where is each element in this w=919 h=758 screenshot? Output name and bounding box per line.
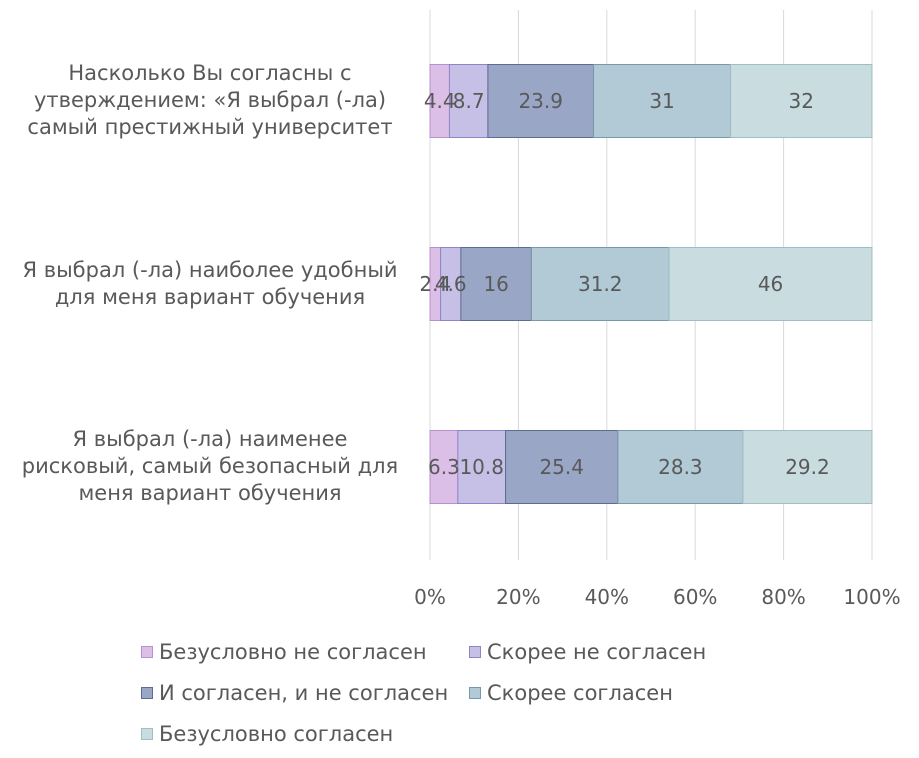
category-label-1-line-2: утверждением: «Я выбрал (-ла) (33, 88, 387, 112)
legend-swatch-4 (469, 687, 481, 699)
bars (429, 64, 873, 504)
data-label-1-4: 31 (649, 89, 674, 113)
legend-item-3: И согласен, и не согласен (141, 681, 448, 705)
data-label-3-1: 6.3 (428, 455, 460, 479)
category-label-1: Насколько Вы согласны с утверждением: «Я… (5, 60, 415, 141)
bar-2-3 (460, 247, 532, 321)
legend-label-1: Безусловно не согласен (159, 640, 427, 664)
x-tick-label-0: 0% (414, 585, 446, 609)
data-label-1-3: 23.9 (518, 89, 563, 113)
legend-label-2: Скорее не согласен (487, 640, 707, 664)
legend-label-3: И согласен, и не согласен (159, 681, 449, 705)
x-tick-label-5: 100% (843, 585, 900, 609)
x-axis-tick-labels: 0% 20% 40% 60% 80% 100% (414, 585, 900, 609)
x-tick-label-4: 80% (761, 585, 805, 609)
x-tick-label-1: 20% (496, 585, 540, 609)
legend-item-4: Скорее согласен (469, 681, 673, 705)
bar-3-1 (429, 430, 459, 504)
legend-swatch-5 (141, 728, 153, 740)
legend-swatch-2 (469, 646, 481, 658)
data-label-2-3: 16 (483, 272, 508, 296)
data-label-1-5: 32 (789, 89, 814, 113)
data-label-2-2: 4.6 (435, 272, 467, 296)
legend-item-2: Скорее не согласен (469, 640, 706, 664)
legend-label-5: Безусловно согласен (159, 722, 394, 746)
bar-3-3 (505, 430, 619, 504)
category-label-3-line-2: рисковый, самый безопасный для (21, 454, 399, 478)
bar-2-4 (530, 247, 670, 321)
legend-swatch-1 (141, 646, 153, 658)
category-label-3: Я выбрал (-ла) наименее рисковый, самый … (5, 426, 415, 507)
category-label-1-line-3: самый престижный университет (27, 115, 393, 139)
data-label-2-5: 46 (758, 272, 783, 296)
bar-3-2 (457, 430, 507, 504)
category-label-2: Я выбрал (-ла) наиболее удобный для меня… (5, 257, 415, 311)
data-label-3-3: 25.4 (539, 455, 584, 479)
x-tick-label-2: 40% (585, 585, 629, 609)
x-tick-label-3: 60% (673, 585, 717, 609)
bar-3-5 (742, 430, 873, 504)
bar-1-4 (593, 64, 732, 138)
data-label-3-2: 10.8 (459, 455, 504, 479)
category-label-2-line-1: Я выбрал (-ла) наиболее удобный (22, 258, 398, 282)
bar-2-5 (668, 247, 873, 321)
legend-label-4: Скорее согласен (487, 681, 673, 705)
category-label-3-line-1: Я выбрал (-ла) наименее (72, 427, 348, 451)
legend-item-5: Безусловно согласен (141, 722, 393, 746)
bar-3-4 (617, 430, 744, 504)
data-label-2-1: 2.4 (419, 272, 451, 296)
data-label-1-1: 4.4 (424, 89, 456, 113)
data-label-3-5: 29.2 (785, 455, 830, 479)
category-label-3-line-3: меня вариант обучения (78, 481, 342, 505)
data-label-1-2: 8.7 (453, 89, 485, 113)
bar-1-5 (730, 64, 873, 138)
legend-swatch-3 (141, 687, 153, 699)
category-label-1-line-1: Насколько Вы согласны с (68, 61, 352, 85)
data-label-2-4: 31.2 (578, 272, 623, 296)
legend-item-1: Безусловно не согласен (141, 640, 427, 664)
data-label-3-4: 28.3 (658, 455, 703, 479)
data-labels: 4.48.7 23.9 31 32 2.44.6 16 31.2 46 6.3 10.8 25.4 2… (419, 89, 829, 479)
category-label-2-line-2: для меня вариант обучения (54, 285, 366, 309)
